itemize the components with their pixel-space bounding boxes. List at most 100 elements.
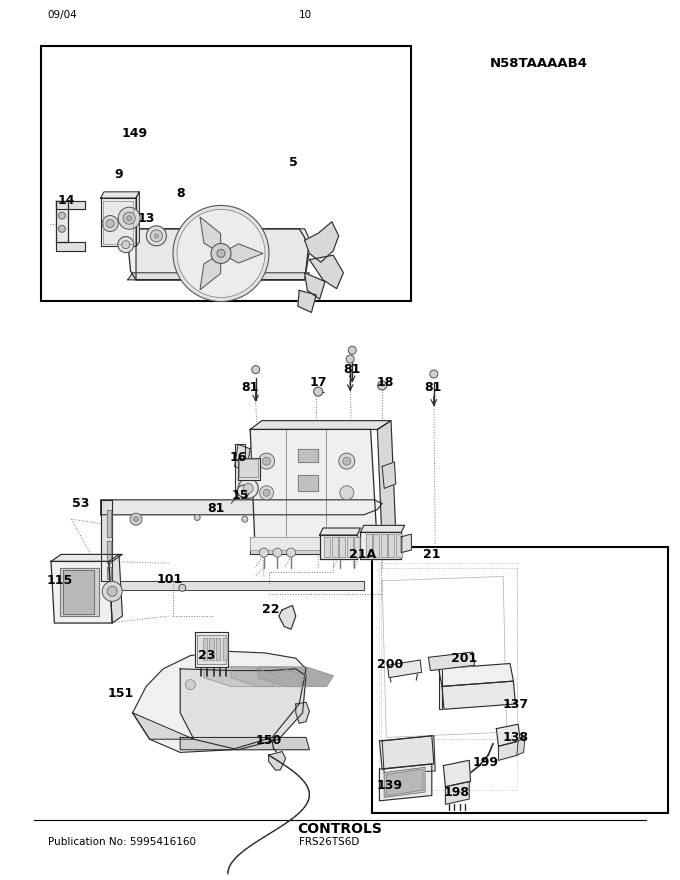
Circle shape — [348, 346, 356, 355]
Text: 81: 81 — [241, 381, 259, 393]
Polygon shape — [128, 229, 309, 280]
Polygon shape — [384, 767, 425, 797]
Text: 81: 81 — [343, 363, 360, 376]
Text: 14: 14 — [58, 194, 75, 207]
Text: 21A: 21A — [349, 548, 376, 561]
Polygon shape — [101, 198, 136, 246]
Text: 5: 5 — [290, 157, 298, 169]
Text: 17: 17 — [309, 377, 327, 389]
Polygon shape — [354, 537, 360, 557]
Polygon shape — [133, 713, 194, 739]
Text: 139: 139 — [377, 780, 403, 792]
Polygon shape — [442, 681, 515, 709]
Text: 149: 149 — [122, 128, 148, 140]
Polygon shape — [51, 554, 122, 561]
Polygon shape — [298, 449, 318, 462]
Text: 150: 150 — [256, 735, 282, 747]
Text: 8: 8 — [177, 187, 185, 200]
Circle shape — [286, 548, 296, 557]
Polygon shape — [200, 217, 221, 253]
Text: 21: 21 — [423, 548, 441, 561]
Polygon shape — [60, 568, 99, 616]
Polygon shape — [258, 667, 333, 686]
Circle shape — [259, 548, 269, 557]
Polygon shape — [107, 541, 111, 563]
Text: 151: 151 — [108, 687, 134, 700]
Text: 198: 198 — [444, 786, 470, 798]
Text: 15: 15 — [231, 489, 249, 502]
Circle shape — [262, 457, 271, 466]
Polygon shape — [298, 475, 318, 491]
Polygon shape — [56, 201, 68, 242]
Circle shape — [186, 679, 195, 690]
Polygon shape — [51, 561, 112, 623]
Polygon shape — [133, 651, 306, 752]
Polygon shape — [128, 273, 309, 280]
Circle shape — [146, 226, 167, 246]
Polygon shape — [63, 570, 94, 614]
Circle shape — [126, 216, 132, 221]
Polygon shape — [324, 537, 330, 557]
Polygon shape — [136, 229, 309, 280]
Polygon shape — [443, 760, 471, 787]
Polygon shape — [180, 737, 309, 750]
Polygon shape — [377, 421, 396, 544]
Polygon shape — [381, 534, 387, 557]
Polygon shape — [366, 534, 372, 557]
Polygon shape — [439, 669, 442, 709]
Text: 201: 201 — [451, 652, 477, 664]
Polygon shape — [309, 255, 343, 289]
Polygon shape — [305, 273, 325, 299]
Circle shape — [346, 355, 354, 363]
Circle shape — [242, 517, 248, 522]
Polygon shape — [250, 421, 391, 429]
Polygon shape — [101, 500, 112, 581]
Text: 81: 81 — [207, 502, 224, 515]
Polygon shape — [197, 635, 226, 664]
Circle shape — [133, 517, 139, 522]
Polygon shape — [203, 638, 207, 660]
Text: 138: 138 — [503, 731, 528, 744]
Circle shape — [430, 370, 438, 378]
Polygon shape — [445, 781, 469, 804]
Circle shape — [243, 483, 253, 494]
Polygon shape — [136, 192, 139, 246]
Text: 18: 18 — [376, 377, 394, 389]
Circle shape — [106, 219, 114, 228]
Text: Publication No: 5995416160: Publication No: 5995416160 — [48, 837, 196, 847]
Circle shape — [343, 457, 351, 466]
Circle shape — [122, 240, 130, 249]
Polygon shape — [56, 242, 85, 251]
Circle shape — [339, 453, 355, 469]
Polygon shape — [305, 222, 339, 262]
Circle shape — [58, 212, 65, 219]
Polygon shape — [360, 532, 401, 559]
Polygon shape — [107, 510, 111, 537]
Polygon shape — [401, 534, 411, 553]
Polygon shape — [109, 554, 122, 623]
Circle shape — [154, 234, 158, 238]
Polygon shape — [382, 462, 396, 488]
Circle shape — [238, 479, 258, 498]
Circle shape — [217, 249, 225, 258]
Polygon shape — [498, 741, 518, 760]
Circle shape — [263, 489, 270, 496]
Text: 09/04: 09/04 — [48, 10, 78, 20]
Text: 22: 22 — [262, 604, 279, 616]
Polygon shape — [56, 201, 85, 209]
Polygon shape — [298, 290, 316, 312]
Circle shape — [313, 387, 323, 396]
Polygon shape — [439, 664, 513, 686]
Polygon shape — [180, 669, 306, 750]
Polygon shape — [250, 429, 377, 547]
Polygon shape — [238, 458, 260, 480]
Polygon shape — [107, 567, 111, 579]
Text: 115: 115 — [47, 575, 73, 587]
Polygon shape — [332, 537, 338, 557]
Polygon shape — [103, 201, 133, 244]
Text: 199: 199 — [473, 756, 498, 768]
Text: 10: 10 — [299, 10, 312, 20]
Circle shape — [349, 548, 358, 557]
Text: 16: 16 — [229, 451, 247, 464]
Circle shape — [194, 515, 200, 520]
